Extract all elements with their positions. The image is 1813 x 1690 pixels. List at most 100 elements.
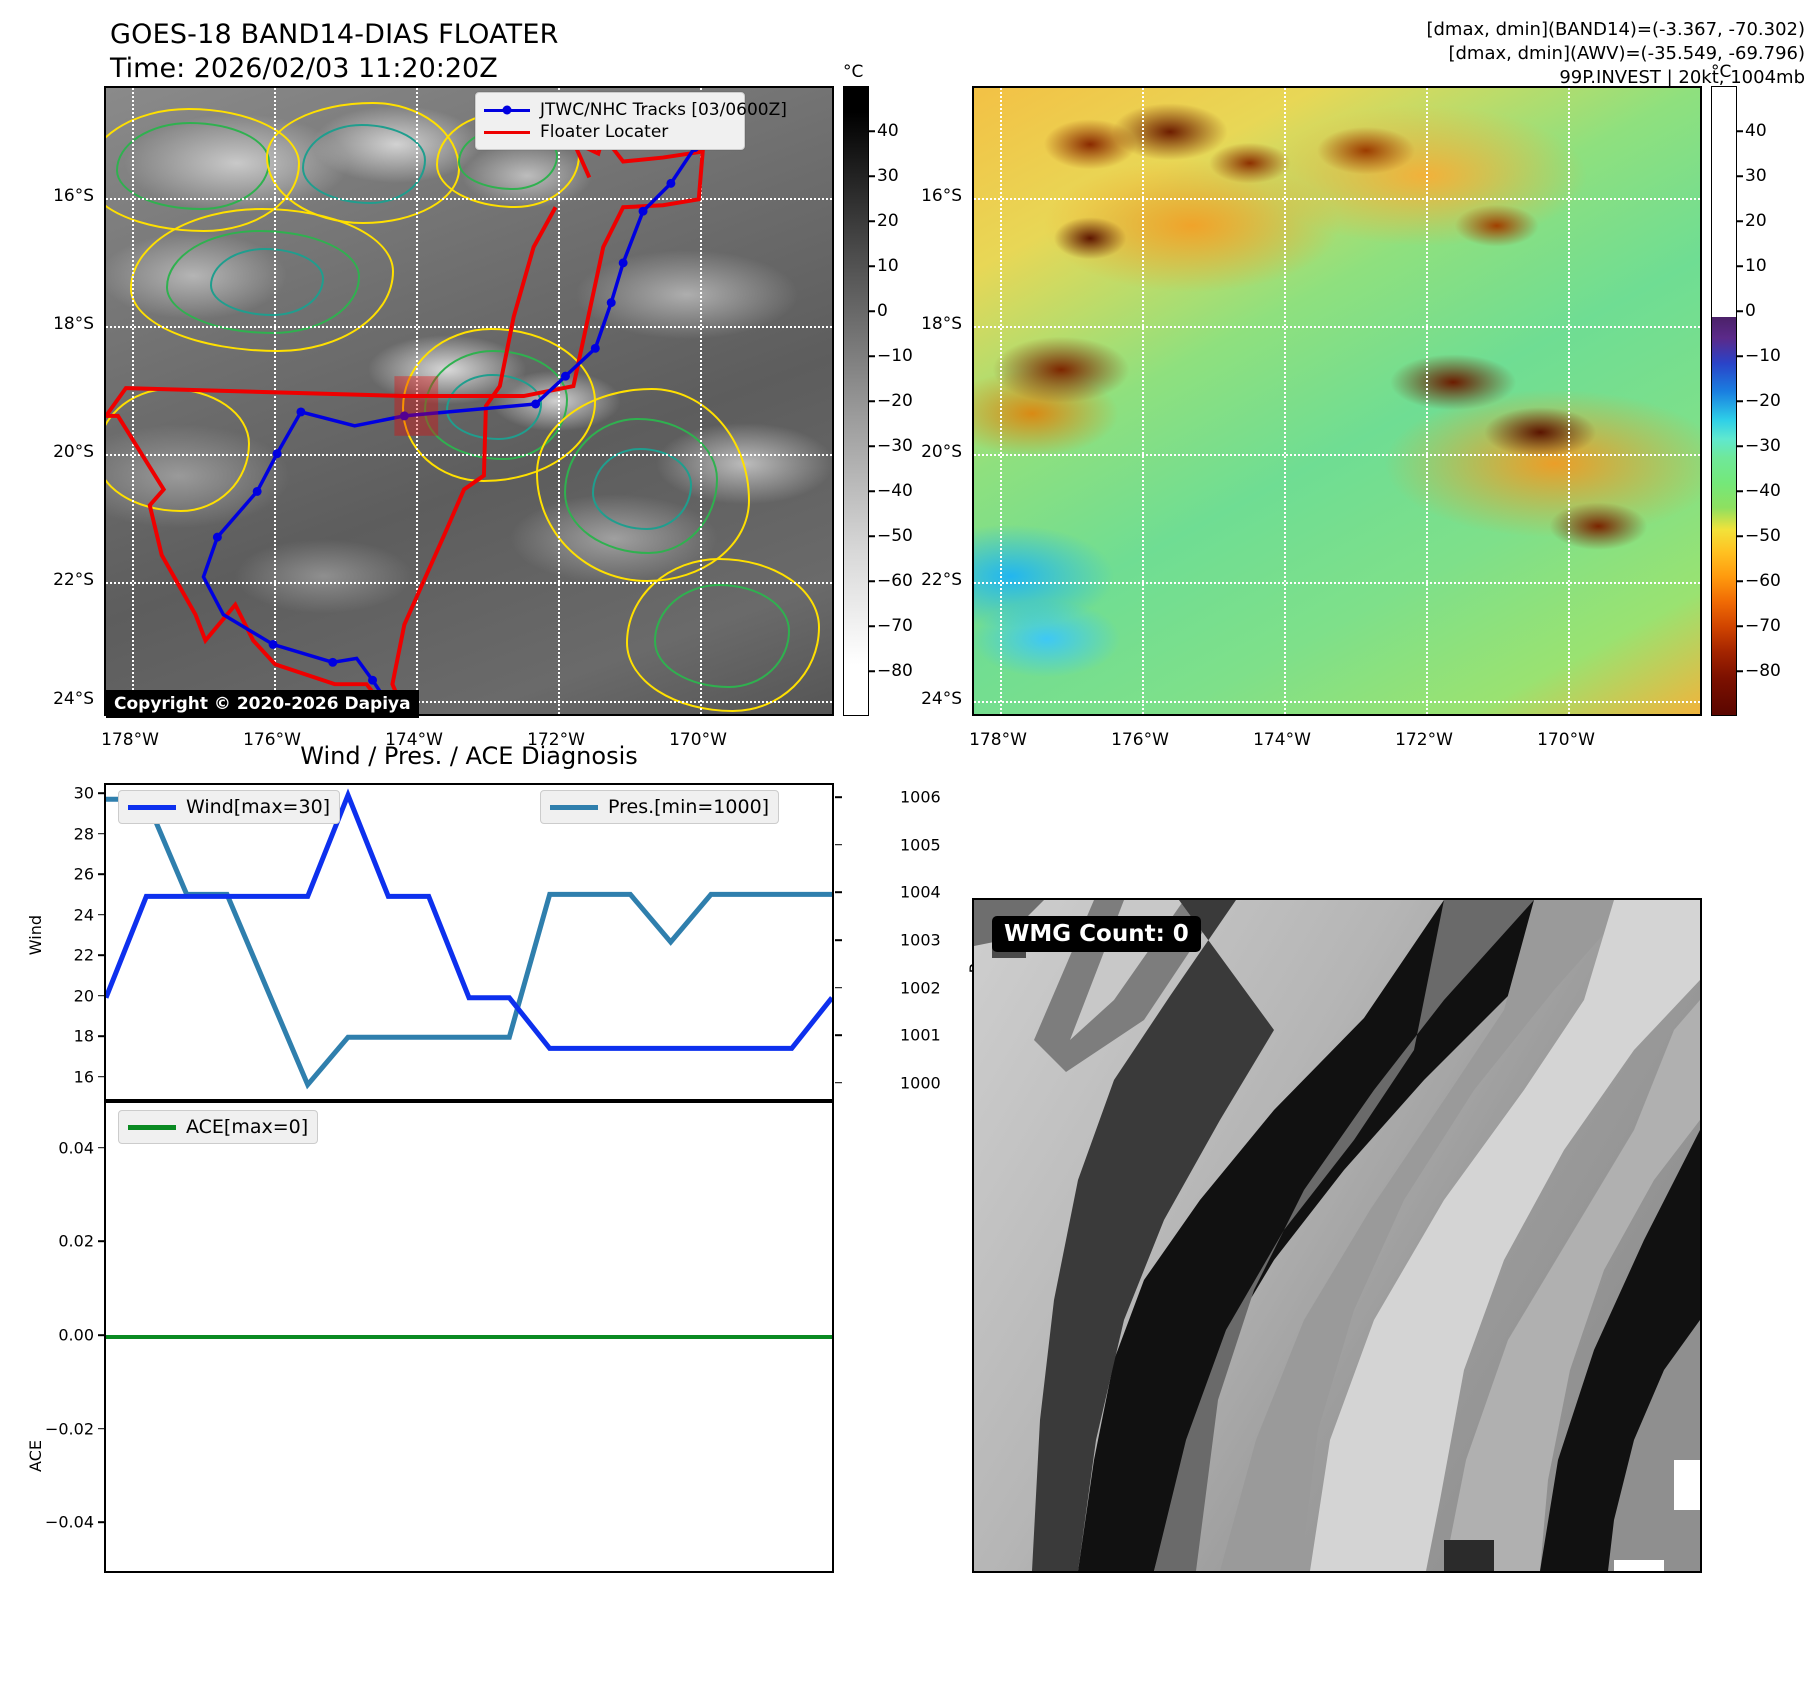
colorbar-tickmark <box>1737 490 1743 492</box>
colorbar-tick: −70 <box>1745 616 1781 636</box>
floater-box-highlight <box>394 376 439 436</box>
wind-axis-tick: 18 <box>73 1026 94 1046</box>
colorbar-tickmark <box>869 310 875 312</box>
colorbar-tick: −80 <box>1745 661 1781 681</box>
legend-item-floater-locater[interactable]: Floater Locater <box>484 121 736 143</box>
ir-lat-tick-18s: 18°S <box>53 314 94 334</box>
wind-pressure-plot <box>106 788 832 1090</box>
wind-pressure-chart[interactable] <box>104 783 834 1101</box>
grid-lon-170w <box>700 88 702 714</box>
colorbar-tickmark <box>869 535 875 537</box>
wv-lat-tick-16s: 16°S <box>921 186 962 206</box>
colorbar-tickmark <box>1737 580 1743 582</box>
ir-imagery <box>106 88 832 714</box>
colorbar-tick: 10 <box>1745 256 1767 276</box>
ir-lat-tick-22s: 22°S <box>53 570 94 590</box>
colorbar-tickmark <box>1737 220 1743 222</box>
grid-lon-172w <box>1426 88 1428 714</box>
pressure-axis-tickmark <box>835 844 842 846</box>
ir-lon-tick-172w: 172°W <box>527 730 585 750</box>
colorbar-tick: −30 <box>1745 436 1781 456</box>
ace-axis-tick: −0.02 <box>44 1419 94 1439</box>
ir-colorbar <box>843 86 869 716</box>
wind-axis-tick: 24 <box>73 905 94 925</box>
metadata-block: [dmax, dmin](BAND14)=(-3.367, -70.302) [… <box>1426 18 1805 90</box>
wv-colorbar <box>1711 86 1737 716</box>
colorbar-tick: −30 <box>877 436 913 456</box>
track-point-markers <box>212 123 718 685</box>
colorbar-tickmark <box>1737 355 1743 357</box>
wv-lon-tick-170w: 170°W <box>1537 730 1595 750</box>
colorbar-tick: −10 <box>1745 346 1781 366</box>
wind-axis-tick: 28 <box>73 824 94 844</box>
legend-item-jtwc-tracks[interactable]: JTWC/NHC Tracks [03/0600Z] <box>484 99 787 121</box>
ir-lon-tick-174w: 174°W <box>385 730 443 750</box>
ace-line-icon <box>128 1124 176 1130</box>
ir-lat-tick-20s: 20°S <box>53 442 94 462</box>
pressure-axis-tickmark <box>835 1081 842 1084</box>
ir-colorbar-unit: °C <box>843 62 864 82</box>
ace-legend[interactable]: ACE[max=0] <box>118 1110 319 1144</box>
floater-line-icon <box>484 130 530 134</box>
wind-axis-tick: 22 <box>73 945 94 965</box>
wind-line-icon <box>128 804 176 810</box>
colorbar-tick: 0 <box>1745 301 1756 321</box>
wind-axis-label: Wind <box>26 915 45 956</box>
grid-lon-172w <box>558 88 560 714</box>
pressure-legend[interactable]: Pres.[min=1000] <box>540 790 780 824</box>
wmg-panel[interactable]: WMG Count: 0 <box>972 898 1702 1573</box>
colorbar-tick: 20 <box>877 211 899 231</box>
ir-satellite-map[interactable] <box>104 86 834 716</box>
colorbar-tick: 20 <box>1745 211 1767 231</box>
colorbar-tickmark <box>1737 265 1743 267</box>
grid-lat-24s <box>974 701 1700 703</box>
wmg-imagery <box>974 900 1700 1571</box>
wv-lon-tick-174w: 174°W <box>1253 730 1311 750</box>
colorbar-tickmark <box>869 130 875 132</box>
grid-lat-24s <box>106 701 832 703</box>
grid-lat-16s <box>974 198 1700 200</box>
colorbar-tickmark <box>1737 310 1743 312</box>
grid-lat-18s <box>974 326 1700 328</box>
wv-satellite-map[interactable] <box>972 86 1702 716</box>
grid-lon-178w <box>1000 88 1002 714</box>
colorbar-tickmark <box>1737 130 1743 132</box>
page-title: GOES-18 BAND14-DIAS FLOATER <box>110 19 559 50</box>
ace-chart[interactable] <box>104 1101 834 1573</box>
colorbar-tickmark <box>869 445 875 447</box>
colorbar-tick: −80 <box>877 661 913 681</box>
wv-lat-tick-18s: 18°S <box>921 314 962 334</box>
legend-label-floater: Floater Locater <box>540 122 669 142</box>
grid-lat-20s <box>106 454 832 456</box>
pressure-legend-label: Pres.[min=1000] <box>608 796 770 818</box>
colorbar-tickmark <box>869 355 875 357</box>
ace-axis-label: ACE <box>26 1440 45 1472</box>
ace-axis-tick: 0.02 <box>58 1231 94 1251</box>
colorbar-tick: −60 <box>1745 571 1781 591</box>
pressure-axis-tickmark <box>835 796 842 799</box>
colorbar-tickmark <box>1737 175 1743 177</box>
colorbar-tick: 40 <box>1745 121 1767 141</box>
diagnosis-title: Wind / Pres. / ACE Diagnosis <box>300 742 638 770</box>
colorbar-tickmark <box>1737 670 1743 672</box>
ace-axis-tickmark <box>98 1240 105 1243</box>
wind-axis-tickmark <box>98 873 105 875</box>
colorbar-tick: −40 <box>877 481 913 501</box>
grid-lon-178w <box>132 88 134 714</box>
grid-lon-170w <box>1568 88 1570 714</box>
wv-imagery <box>974 88 1700 714</box>
colorbar-tickmark <box>869 580 875 582</box>
pressure-line-icon <box>550 804 598 810</box>
pressure-axis-tickmark <box>835 939 842 941</box>
ir-lon-tick-170w: 170°W <box>669 730 727 750</box>
grid-lat-22s <box>106 582 832 584</box>
wind-axis-tickmark <box>98 1075 105 1078</box>
colorbar-tickmark <box>869 220 875 222</box>
colorbar-tickmark <box>1737 625 1743 627</box>
wind-legend[interactable]: Wind[max=30] <box>118 790 341 824</box>
grid-lat-22s <box>974 582 1700 584</box>
wv-colorbar-unit: °C <box>1711 62 1732 82</box>
ace-axis-tick: −0.04 <box>44 1512 94 1532</box>
pressure-axis-tickmark <box>835 986 842 989</box>
wmg-count-badge: WMG Count: 0 <box>992 916 1201 952</box>
